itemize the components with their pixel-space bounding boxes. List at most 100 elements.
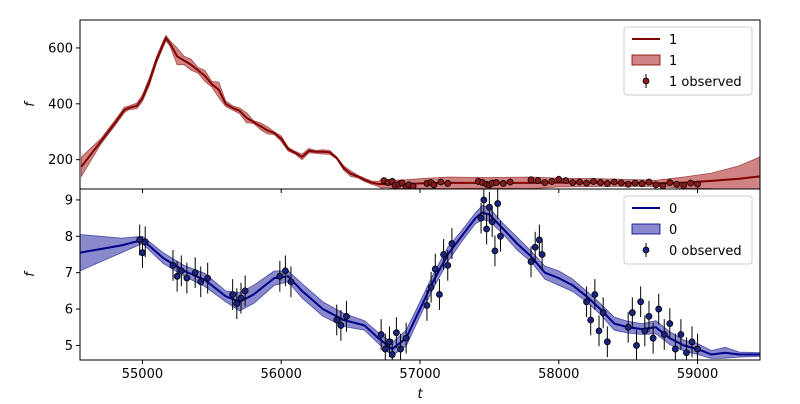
data-point: [506, 178, 514, 186]
plot-area: [80, 189, 760, 360]
y-tick-label: 7: [65, 266, 73, 281]
data-point: [388, 351, 396, 358]
data-point: [191, 269, 199, 277]
y-axis-label: f: [23, 100, 38, 107]
data-point: [229, 291, 237, 298]
data-point: [485, 203, 493, 211]
data-point: [645, 312, 653, 320]
data-point: [590, 178, 597, 185]
data-point: [287, 278, 295, 286]
data-point: [241, 287, 249, 295]
data-point: [562, 177, 570, 185]
data-point: [666, 179, 674, 186]
data-point: [660, 331, 668, 338]
data-point: [337, 322, 345, 329]
x-tick-label: 59000: [677, 367, 718, 382]
data-point: [535, 236, 543, 244]
data-point: [617, 179, 625, 187]
data-point: [610, 178, 618, 186]
data-point: [333, 316, 341, 324]
y-tick-label: 8: [65, 230, 73, 245]
data-point: [655, 305, 663, 313]
data-point: [603, 180, 611, 187]
data-point: [694, 180, 701, 188]
data-point: [649, 334, 657, 342]
legend: 0 0 0 observed: [623, 195, 753, 265]
data-point: [666, 320, 674, 328]
data-point: [688, 338, 696, 346]
data-point: [633, 342, 640, 349]
data-point: [237, 294, 245, 302]
y-tick-label: 5: [65, 339, 73, 354]
data-point: [397, 345, 404, 353]
data-point: [652, 181, 660, 189]
series-band: [81, 34, 760, 189]
data-point: [499, 180, 507, 187]
legend-label: 1: [669, 33, 677, 48]
data-point: [595, 327, 603, 335]
data-point: [437, 178, 445, 186]
legend-label: 1 observed: [669, 75, 742, 90]
legend-point-swatch: [642, 246, 650, 254]
data-point: [645, 178, 653, 186]
data-point: [531, 243, 539, 251]
legend-label: 0: [669, 223, 677, 238]
data-point: [603, 338, 611, 346]
data-point: [673, 180, 681, 188]
y-tick-label: 400: [48, 97, 73, 112]
legend-box: [623, 26, 753, 96]
data-point: [398, 179, 406, 187]
data-point: [492, 179, 500, 186]
series-line: [80, 36, 760, 186]
data-point: [631, 179, 639, 187]
data-point: [136, 236, 144, 244]
data-point: [491, 247, 499, 255]
data-point: [386, 338, 393, 346]
legend-label: 0: [669, 202, 677, 217]
panel-bottom: 5 6 7 8 9 55000 56000 57000 58000 59000 f t 0 0 0 obse…: [23, 188, 761, 402]
legend-band-swatch: [631, 54, 661, 66]
legend: 1 1 1 observed: [623, 26, 753, 96]
data-point: [444, 262, 452, 269]
data-point: [173, 272, 181, 280]
data-point: [183, 274, 191, 282]
data-point: [548, 178, 556, 185]
data-point: [431, 265, 439, 273]
data-point: [402, 334, 410, 342]
y-tick-label: 600: [48, 41, 73, 56]
data-point: [527, 258, 535, 266]
y-axis-label: f: [23, 270, 38, 277]
data-point: [624, 323, 632, 331]
data-point: [197, 278, 205, 286]
x-tick-label: 55000: [122, 367, 163, 382]
data-point: [497, 232, 504, 240]
y-tick-label: 6: [65, 303, 73, 318]
data-point: [583, 298, 590, 306]
data-point: [677, 331, 685, 338]
y-tick-label: 200: [48, 153, 73, 168]
data-point: [381, 345, 389, 353]
data-point: [448, 240, 456, 247]
data-point: [683, 349, 690, 357]
plot-area: [80, 34, 760, 189]
data-point: [488, 218, 496, 226]
data-point: [440, 251, 447, 258]
data-point: [624, 180, 632, 188]
y-tick-label: 9: [65, 193, 73, 208]
data-point: [638, 180, 646, 188]
data-point: [680, 181, 688, 189]
data-point: [139, 249, 146, 257]
data-point: [409, 182, 417, 189]
data-point: [591, 291, 599, 298]
data-point: [583, 179, 590, 187]
data-point: [141, 238, 149, 246]
data-point: [444, 180, 452, 187]
data-point: [423, 302, 431, 309]
legend-box: [623, 195, 753, 265]
data-point: [659, 182, 667, 189]
data-point: [671, 345, 679, 353]
data-point: [430, 181, 438, 189]
x-tick-label: 58000: [538, 367, 579, 382]
